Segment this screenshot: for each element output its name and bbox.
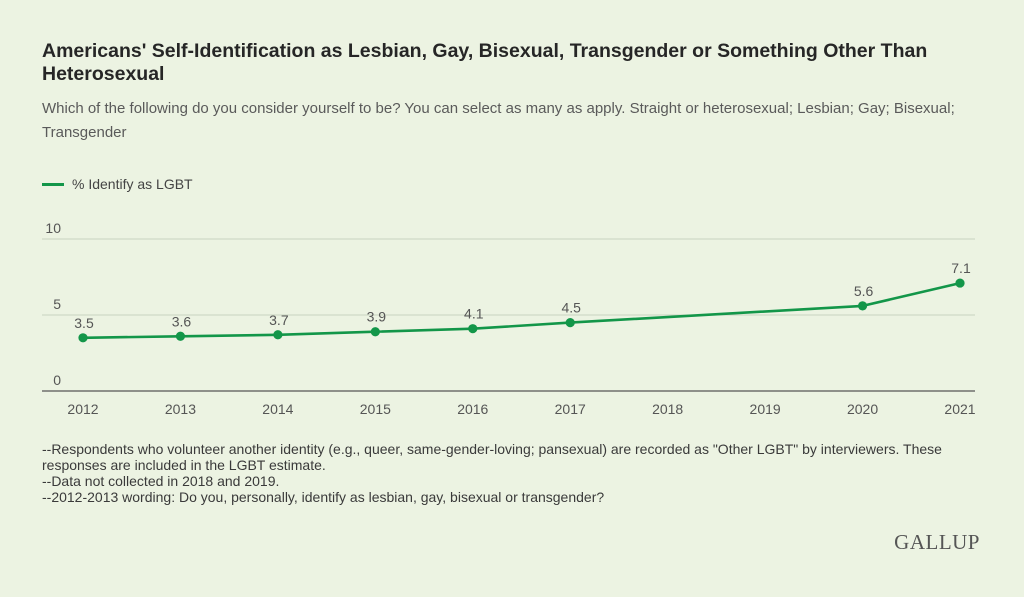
y-tick-label-5: 5 bbox=[53, 296, 61, 312]
data-label-2017: 4.5 bbox=[561, 300, 581, 316]
legend-label: % Identify as LGBT bbox=[72, 176, 193, 192]
x-tick-label-2012: 2012 bbox=[67, 401, 98, 417]
x-tick-label-2017: 2017 bbox=[555, 401, 586, 417]
chart-title: Americans' Self-Identification as Lesbia… bbox=[42, 40, 928, 85]
y-tick-label-0: 0 bbox=[53, 372, 61, 388]
data-point-2020 bbox=[857, 301, 868, 311]
x-tick-label-2015: 2015 bbox=[360, 401, 391, 417]
chart-notes: --Respondents who volunteer another iden… bbox=[42, 441, 962, 505]
x-tick-label-2016: 2016 bbox=[457, 401, 488, 417]
chart-legend: % Identify as LGBT bbox=[42, 176, 193, 192]
data-label-2021: 7.1 bbox=[951, 260, 971, 276]
chart-subtitle: Which of the following do you consider y… bbox=[42, 100, 955, 141]
note-other-lgbt: --Respondents who volunteer another iden… bbox=[42, 441, 942, 473]
legend-line-swatch bbox=[42, 182, 64, 186]
x-tick-label-2013: 2013 bbox=[165, 401, 196, 417]
x-tick-label-2021: 2021 bbox=[944, 401, 975, 417]
data-label-2016: 4.1 bbox=[464, 306, 484, 322]
data-point-2012 bbox=[78, 333, 88, 343]
x-tick-label-2020: 2020 bbox=[847, 401, 878, 417]
data-point-2016 bbox=[468, 324, 478, 334]
data-label-2015: 3.9 bbox=[367, 309, 387, 325]
x-tick-label-2018: 2018 bbox=[652, 401, 683, 417]
data-label-2013: 3.6 bbox=[172, 313, 192, 329]
data-point-2015 bbox=[370, 327, 380, 337]
note-wording: --2012-2013 wording: Do you, personally,… bbox=[42, 489, 605, 505]
data-point-2021 bbox=[955, 278, 965, 288]
data-point-2014 bbox=[273, 330, 283, 340]
y-tick-label-10: 10 bbox=[45, 220, 61, 236]
data-label-2012: 3.5 bbox=[74, 315, 94, 331]
gallup-logo: GALLUP bbox=[894, 530, 980, 554]
note-data-gap: --Data not collected in 2018 and 2019. bbox=[42, 473, 280, 489]
x-tick-label-2019: 2019 bbox=[750, 401, 781, 417]
data-point-2017 bbox=[565, 318, 575, 328]
x-tick-label-2014: 2014 bbox=[262, 401, 293, 417]
data-label-2020: 5.6 bbox=[854, 283, 874, 299]
data-point-2013 bbox=[175, 331, 186, 341]
data-label-2014: 3.7 bbox=[269, 312, 289, 328]
series-line-0 bbox=[81, 281, 962, 340]
